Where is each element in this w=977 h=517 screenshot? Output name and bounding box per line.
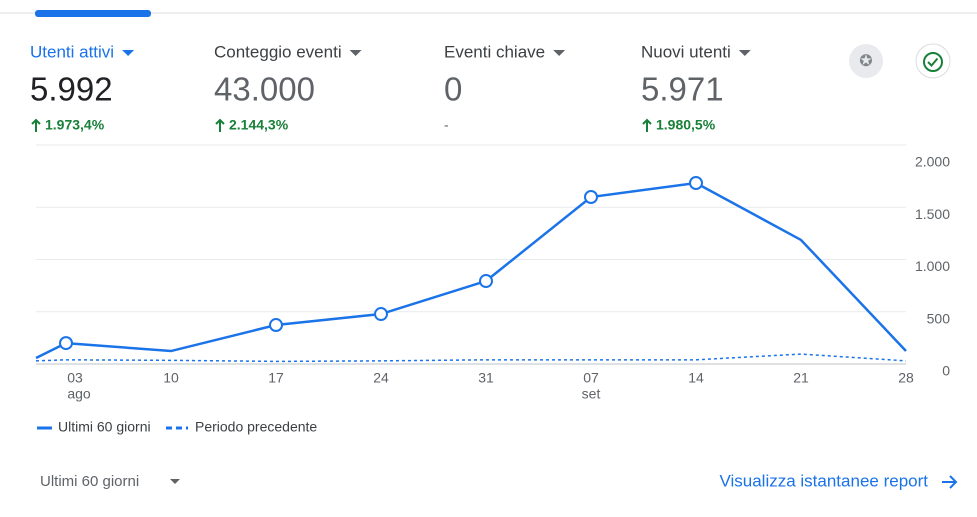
check-icon[interactable] xyxy=(915,43,951,79)
metric-value: 5.971 xyxy=(641,71,724,108)
y-tick-label: 0 xyxy=(942,363,950,379)
y-tick-label: 500 xyxy=(927,310,951,326)
metric-label[interactable]: Conteggio eventi xyxy=(214,42,342,61)
data-point xyxy=(374,307,388,322)
metric-label[interactable]: Utenti attivi xyxy=(30,42,114,61)
x-tick-label: 10 xyxy=(163,370,179,386)
data-point xyxy=(479,274,493,289)
y-tick-label: 2.000 xyxy=(915,154,950,170)
badge-glyph: ✪ xyxy=(859,53,872,70)
metric-caret xyxy=(349,50,362,56)
report-link[interactable]: Visualizza istantanee report xyxy=(719,471,928,490)
data-point xyxy=(59,336,73,351)
y-tick-label: 1.500 xyxy=(915,206,950,222)
y-tick-label: 1.000 xyxy=(915,258,950,274)
check-ring xyxy=(923,52,943,72)
metric-caret xyxy=(122,50,135,56)
x-tick-label: 03 xyxy=(67,370,83,386)
data-point xyxy=(689,176,703,191)
x-tick-label: 28 xyxy=(898,370,914,386)
badge-icon[interactable] xyxy=(849,44,883,78)
data-point xyxy=(269,318,283,333)
metric-change: - xyxy=(444,117,449,133)
x-tick-label: 24 xyxy=(373,370,389,386)
legend-label: Periodo precedente xyxy=(195,419,317,435)
x-tick-label: 07 xyxy=(583,370,599,386)
metric-value: 43.000 xyxy=(214,71,315,108)
metric-caret xyxy=(738,50,751,56)
metric-value: 0 xyxy=(444,71,462,108)
x-tick-sublabel: set xyxy=(582,386,601,402)
data-point xyxy=(584,190,598,205)
legend-label: Ultimi 60 giorni xyxy=(58,419,151,435)
check-mark xyxy=(927,57,939,67)
up-arrow xyxy=(31,118,41,132)
metric-label[interactable]: Eventi chiave xyxy=(444,42,545,61)
metric-caret xyxy=(553,50,566,56)
up-arrow xyxy=(642,118,652,132)
up-arrow xyxy=(215,118,225,132)
x-tick-label: 31 xyxy=(478,370,494,386)
metric-change: 1.980,5% xyxy=(656,117,716,133)
x-tick-label: 14 xyxy=(688,370,704,386)
series-line xyxy=(35,353,907,363)
link-arrow xyxy=(942,475,958,489)
x-tick-label: 21 xyxy=(793,370,809,386)
metric-change: 2.144,3% xyxy=(229,117,289,133)
metric-value: 5.992 xyxy=(30,71,113,108)
x-tick-label: 17 xyxy=(268,370,284,386)
x-tick-sublabel: ago xyxy=(67,386,91,402)
metric-label[interactable]: Nuovi utenti xyxy=(641,42,731,61)
tab-indicator xyxy=(35,10,151,17)
dropdown-caret xyxy=(170,479,180,484)
series-line xyxy=(35,181,907,360)
range-dropdown[interactable]: Ultimi 60 giorni xyxy=(40,473,139,490)
metric-change: 1.973,4% xyxy=(45,117,105,133)
